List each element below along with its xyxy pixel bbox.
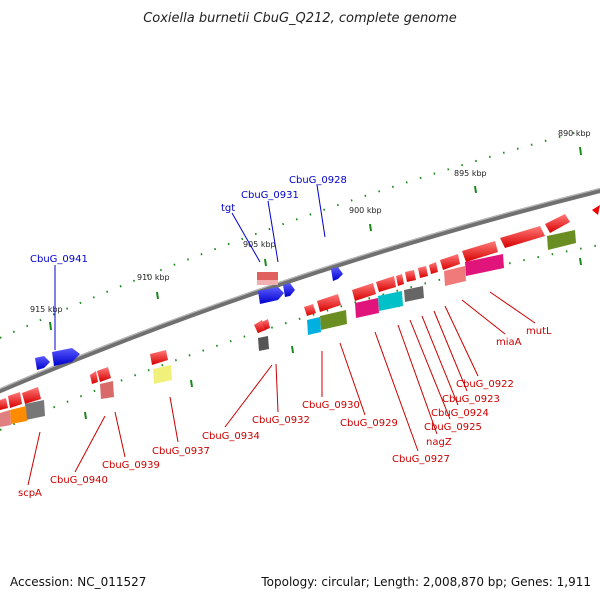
- gene-CbuG-0927-b[interactable]: [396, 274, 404, 286]
- gene-scpA-rev[interactable]: [22, 387, 41, 404]
- gene-label: CbuG_0923: [442, 394, 500, 405]
- forward-genes: [35, 267, 343, 370]
- kbp-label: 900 kbp: [349, 206, 382, 215]
- map-title: Coxiella burnetii CbuG_Q212, complete ge…: [143, 11, 457, 26]
- domain-olive: [547, 230, 576, 250]
- gene-CbuG-0928[interactable]: [331, 267, 343, 281]
- domain-magenta: [355, 298, 379, 318]
- gene-scpA-fwd[interactable]: [35, 356, 50, 370]
- upper-tick-row: [0, 129, 586, 339]
- gene-label: mutL: [526, 326, 552, 337]
- gene-label: CbuG_0930: [302, 400, 360, 411]
- gene-label: CbuG_0940: [50, 475, 108, 486]
- gene-CbuG-0940[interactable]: [90, 371, 98, 384]
- gene-CbuG-0927[interactable]: [376, 276, 396, 292]
- gene-label: CbuG_0925: [424, 422, 482, 433]
- gene-CbuG-0929[interactable]: [352, 283, 376, 301]
- gene-label: scpA: [18, 488, 42, 499]
- gene-nagZ[interactable]: [405, 270, 416, 282]
- domain-olive: [320, 310, 347, 330]
- gene-fwd-pink-shadow: [257, 280, 278, 285]
- gene-CbuG-0930[interactable]: [317, 294, 341, 312]
- domain-darkgray: [258, 336, 269, 351]
- gene-label: CbuG_0941: [30, 254, 88, 265]
- lower-tick-row: [0, 244, 600, 431]
- kbp-label: 905 kbp: [243, 240, 276, 249]
- domain-cyan: [378, 291, 403, 311]
- domain-magenta: [465, 254, 504, 276]
- gene-label: miaA: [496, 337, 522, 348]
- gene-label: CbuG_0924: [431, 408, 489, 419]
- gene-CbuG-0923[interactable]: [440, 254, 460, 270]
- accession-text: Accession: NC_011527: [10, 575, 146, 589]
- gene-mutL[interactable]: [545, 214, 570, 233]
- gene-CbuG-0930-b[interactable]: [304, 304, 316, 316]
- gene-label: CbuG_0934: [202, 431, 260, 442]
- gene-CbuG-0932[interactable]: [262, 319, 270, 330]
- domain-gray: [404, 286, 424, 302]
- domain-boxes: [0, 230, 576, 427]
- gene-CbuG-0925[interactable]: [418, 266, 428, 278]
- gene-CbuG-0931[interactable]: [283, 283, 295, 297]
- gene-label: CbuG_0927: [392, 454, 450, 465]
- gene-CbuG-0939[interactable]: [97, 367, 111, 382]
- topology-text: Topology: circular; Length: 2,008,870 bp…: [260, 575, 591, 589]
- genome-backbone: [0, 187, 600, 394]
- gene-label: CbuG_0928: [289, 175, 347, 186]
- red-leaders: [27, 291, 536, 486]
- domain-yellow: [153, 365, 172, 384]
- gene-scpA-rev-b[interactable]: [8, 392, 22, 408]
- gene-label: nagZ: [426, 437, 452, 448]
- kbp-label: 890 kbp: [558, 129, 591, 138]
- domain-pink: [100, 381, 114, 399]
- gene-label: CbuG_0929: [340, 418, 398, 429]
- gene-CbuG-0937[interactable]: [150, 350, 168, 365]
- gene-miaA[interactable]: [500, 226, 545, 248]
- gene-fwd-pink[interactable]: [257, 272, 278, 281]
- kbp-label: 915 kbp: [30, 305, 63, 314]
- reverse-genes: [0, 205, 600, 410]
- gene-label: CbuG_0939: [102, 460, 160, 471]
- genome-backbone-highlight: [0, 187, 600, 390]
- domain-blue: [307, 317, 321, 335]
- gene-label: CbuG_0931: [241, 190, 299, 201]
- major-ticks: [49, 146, 582, 420]
- gene-label: CbuG_0937: [152, 446, 210, 457]
- domain-gray: [25, 400, 45, 420]
- domain-pink: [444, 266, 466, 286]
- gene-label: CbuG_0932: [252, 415, 310, 426]
- domain-orange: [10, 406, 27, 424]
- gene-CbuG-0941[interactable]: [52, 348, 80, 366]
- gene-label: tgt: [221, 203, 235, 214]
- domain-pink: [0, 410, 11, 427]
- kbp-label: 910 kbp: [137, 273, 170, 282]
- blue-leaders: [54, 184, 326, 350]
- gene-CbuG-0922[interactable]: [462, 241, 498, 262]
- kbp-label: 895 kbp: [454, 169, 487, 178]
- gene-tgt[interactable]: [258, 287, 284, 304]
- gene-label: CbuG_0922: [456, 379, 514, 390]
- gene-CbuG-0924[interactable]: [429, 262, 438, 274]
